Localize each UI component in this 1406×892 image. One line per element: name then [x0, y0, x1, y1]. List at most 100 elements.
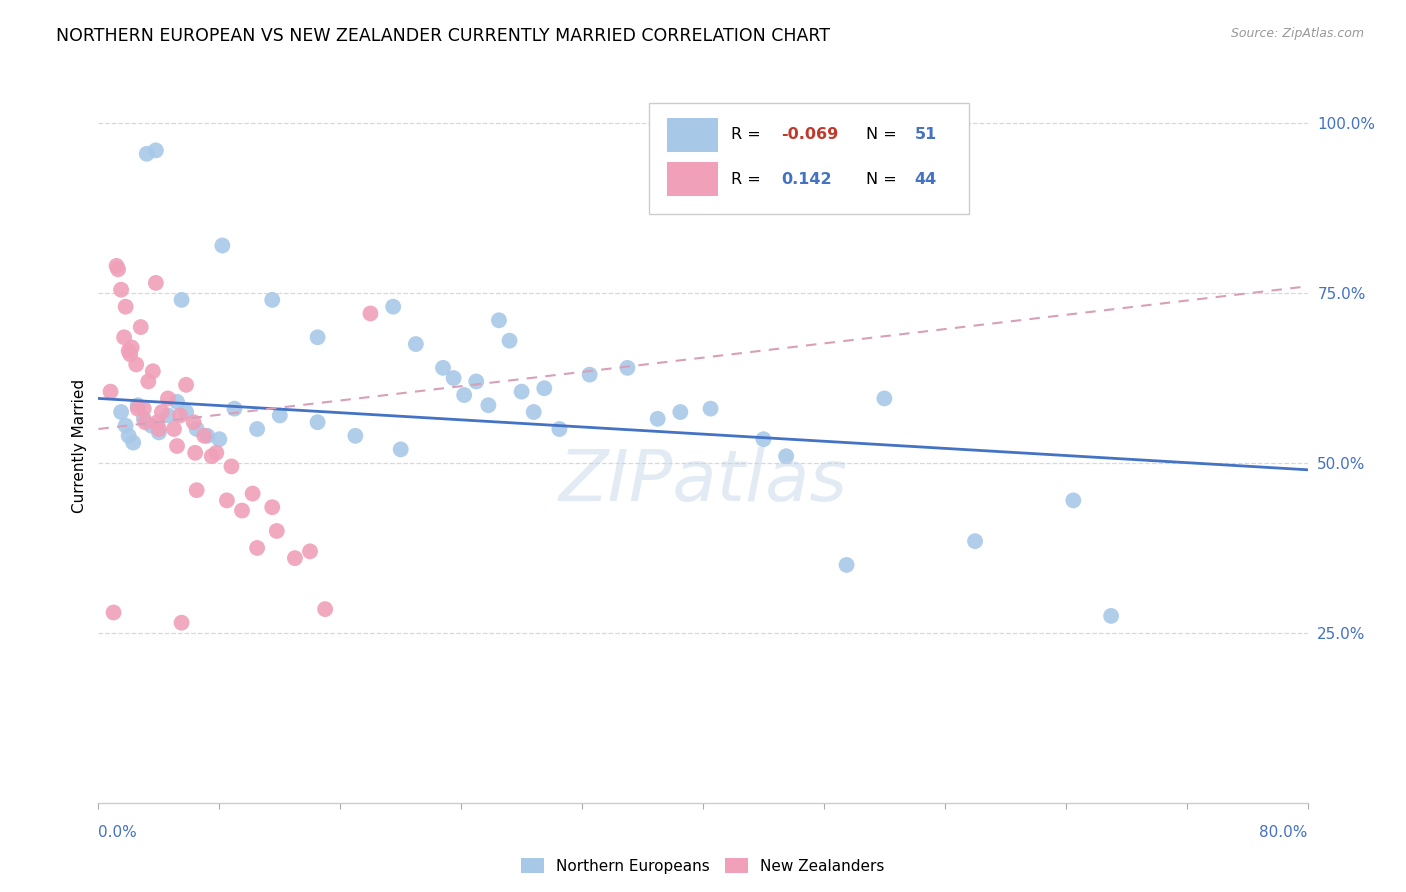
Point — [510, 384, 533, 399]
Text: Source: ZipAtlas.com: Source: ZipAtlas.com — [1230, 27, 1364, 40]
Point — [873, 392, 896, 406]
Point — [121, 341, 143, 355]
Point — [775, 449, 797, 463]
Point — [166, 439, 188, 453]
Point — [205, 446, 228, 460]
Point — [669, 405, 692, 419]
Point — [523, 405, 546, 419]
Text: R =: R = — [731, 171, 761, 186]
Point — [184, 446, 207, 460]
Point — [120, 347, 142, 361]
Text: 0.0%: 0.0% — [98, 825, 138, 840]
Point — [647, 412, 669, 426]
Bar — [666, 162, 717, 196]
Point — [186, 483, 208, 498]
Point — [156, 409, 179, 423]
Point — [262, 500, 284, 515]
Text: NORTHERN EUROPEAN VS NEW ZEALANDER CURRENTLY MARRIED CORRELATION CHART: NORTHERN EUROPEAN VS NEW ZEALANDER CURRE… — [56, 27, 830, 45]
Point — [835, 558, 858, 572]
Point — [262, 293, 284, 307]
Point — [170, 293, 193, 307]
Point — [142, 364, 165, 378]
Point — [103, 606, 125, 620]
Point — [578, 368, 600, 382]
Point — [477, 398, 499, 412]
Point — [110, 283, 132, 297]
Point — [344, 429, 367, 443]
Point — [110, 405, 132, 419]
Text: R =: R = — [731, 128, 761, 143]
Point — [314, 602, 336, 616]
Point — [307, 415, 329, 429]
Point — [443, 371, 465, 385]
Point — [221, 459, 243, 474]
Text: N =: N = — [866, 171, 897, 186]
Point — [146, 415, 169, 429]
Point — [699, 401, 721, 416]
Point — [134, 415, 156, 429]
Point — [231, 503, 253, 517]
Point — [269, 409, 291, 423]
Point — [195, 429, 218, 443]
Point — [246, 422, 269, 436]
Point — [132, 401, 155, 416]
Point — [224, 401, 246, 416]
Text: 51: 51 — [915, 128, 936, 143]
Point — [360, 306, 382, 320]
Point — [135, 146, 157, 161]
Point — [488, 313, 510, 327]
Point — [389, 442, 412, 457]
Point — [299, 544, 322, 558]
Text: 44: 44 — [915, 171, 936, 186]
Point — [405, 337, 427, 351]
Point — [150, 405, 173, 419]
Point — [548, 422, 571, 436]
Point — [100, 384, 122, 399]
Point — [112, 330, 135, 344]
Point — [122, 435, 145, 450]
Point — [114, 300, 136, 314]
Point — [1099, 608, 1122, 623]
Text: -0.069: -0.069 — [782, 128, 839, 143]
Point — [105, 259, 128, 273]
Point — [616, 360, 638, 375]
Point — [118, 343, 141, 358]
Text: 0.142: 0.142 — [782, 171, 832, 186]
Point — [211, 238, 233, 252]
Text: 80.0%: 80.0% — [1260, 825, 1308, 840]
Point — [453, 388, 475, 402]
Point — [145, 276, 167, 290]
Point — [148, 422, 170, 436]
Y-axis label: Currently Married: Currently Married — [72, 379, 87, 513]
Point — [242, 486, 264, 500]
Point — [465, 375, 488, 389]
Point — [145, 144, 167, 158]
Point — [533, 381, 555, 395]
Point — [136, 375, 159, 389]
Point — [107, 262, 129, 277]
Point — [1062, 493, 1084, 508]
Point — [148, 425, 170, 440]
Text: N =: N = — [866, 128, 897, 143]
Bar — [666, 118, 717, 152]
Point — [166, 394, 188, 409]
Point — [183, 415, 205, 429]
Point — [432, 360, 454, 375]
Point — [215, 493, 238, 508]
Text: ZIPatlas: ZIPatlas — [558, 447, 848, 516]
Point — [174, 377, 197, 392]
Point — [129, 320, 152, 334]
Point — [156, 392, 179, 406]
Point — [382, 300, 405, 314]
Point — [246, 541, 269, 555]
Point — [174, 405, 197, 419]
Point — [752, 432, 775, 446]
FancyBboxPatch shape — [648, 103, 969, 214]
Point — [498, 334, 520, 348]
Point — [132, 412, 155, 426]
Point — [284, 551, 307, 566]
Point — [127, 401, 149, 416]
Point — [965, 534, 987, 549]
Point — [114, 418, 136, 433]
Legend: Northern Europeans, New Zealanders: Northern Europeans, New Zealanders — [515, 852, 891, 880]
